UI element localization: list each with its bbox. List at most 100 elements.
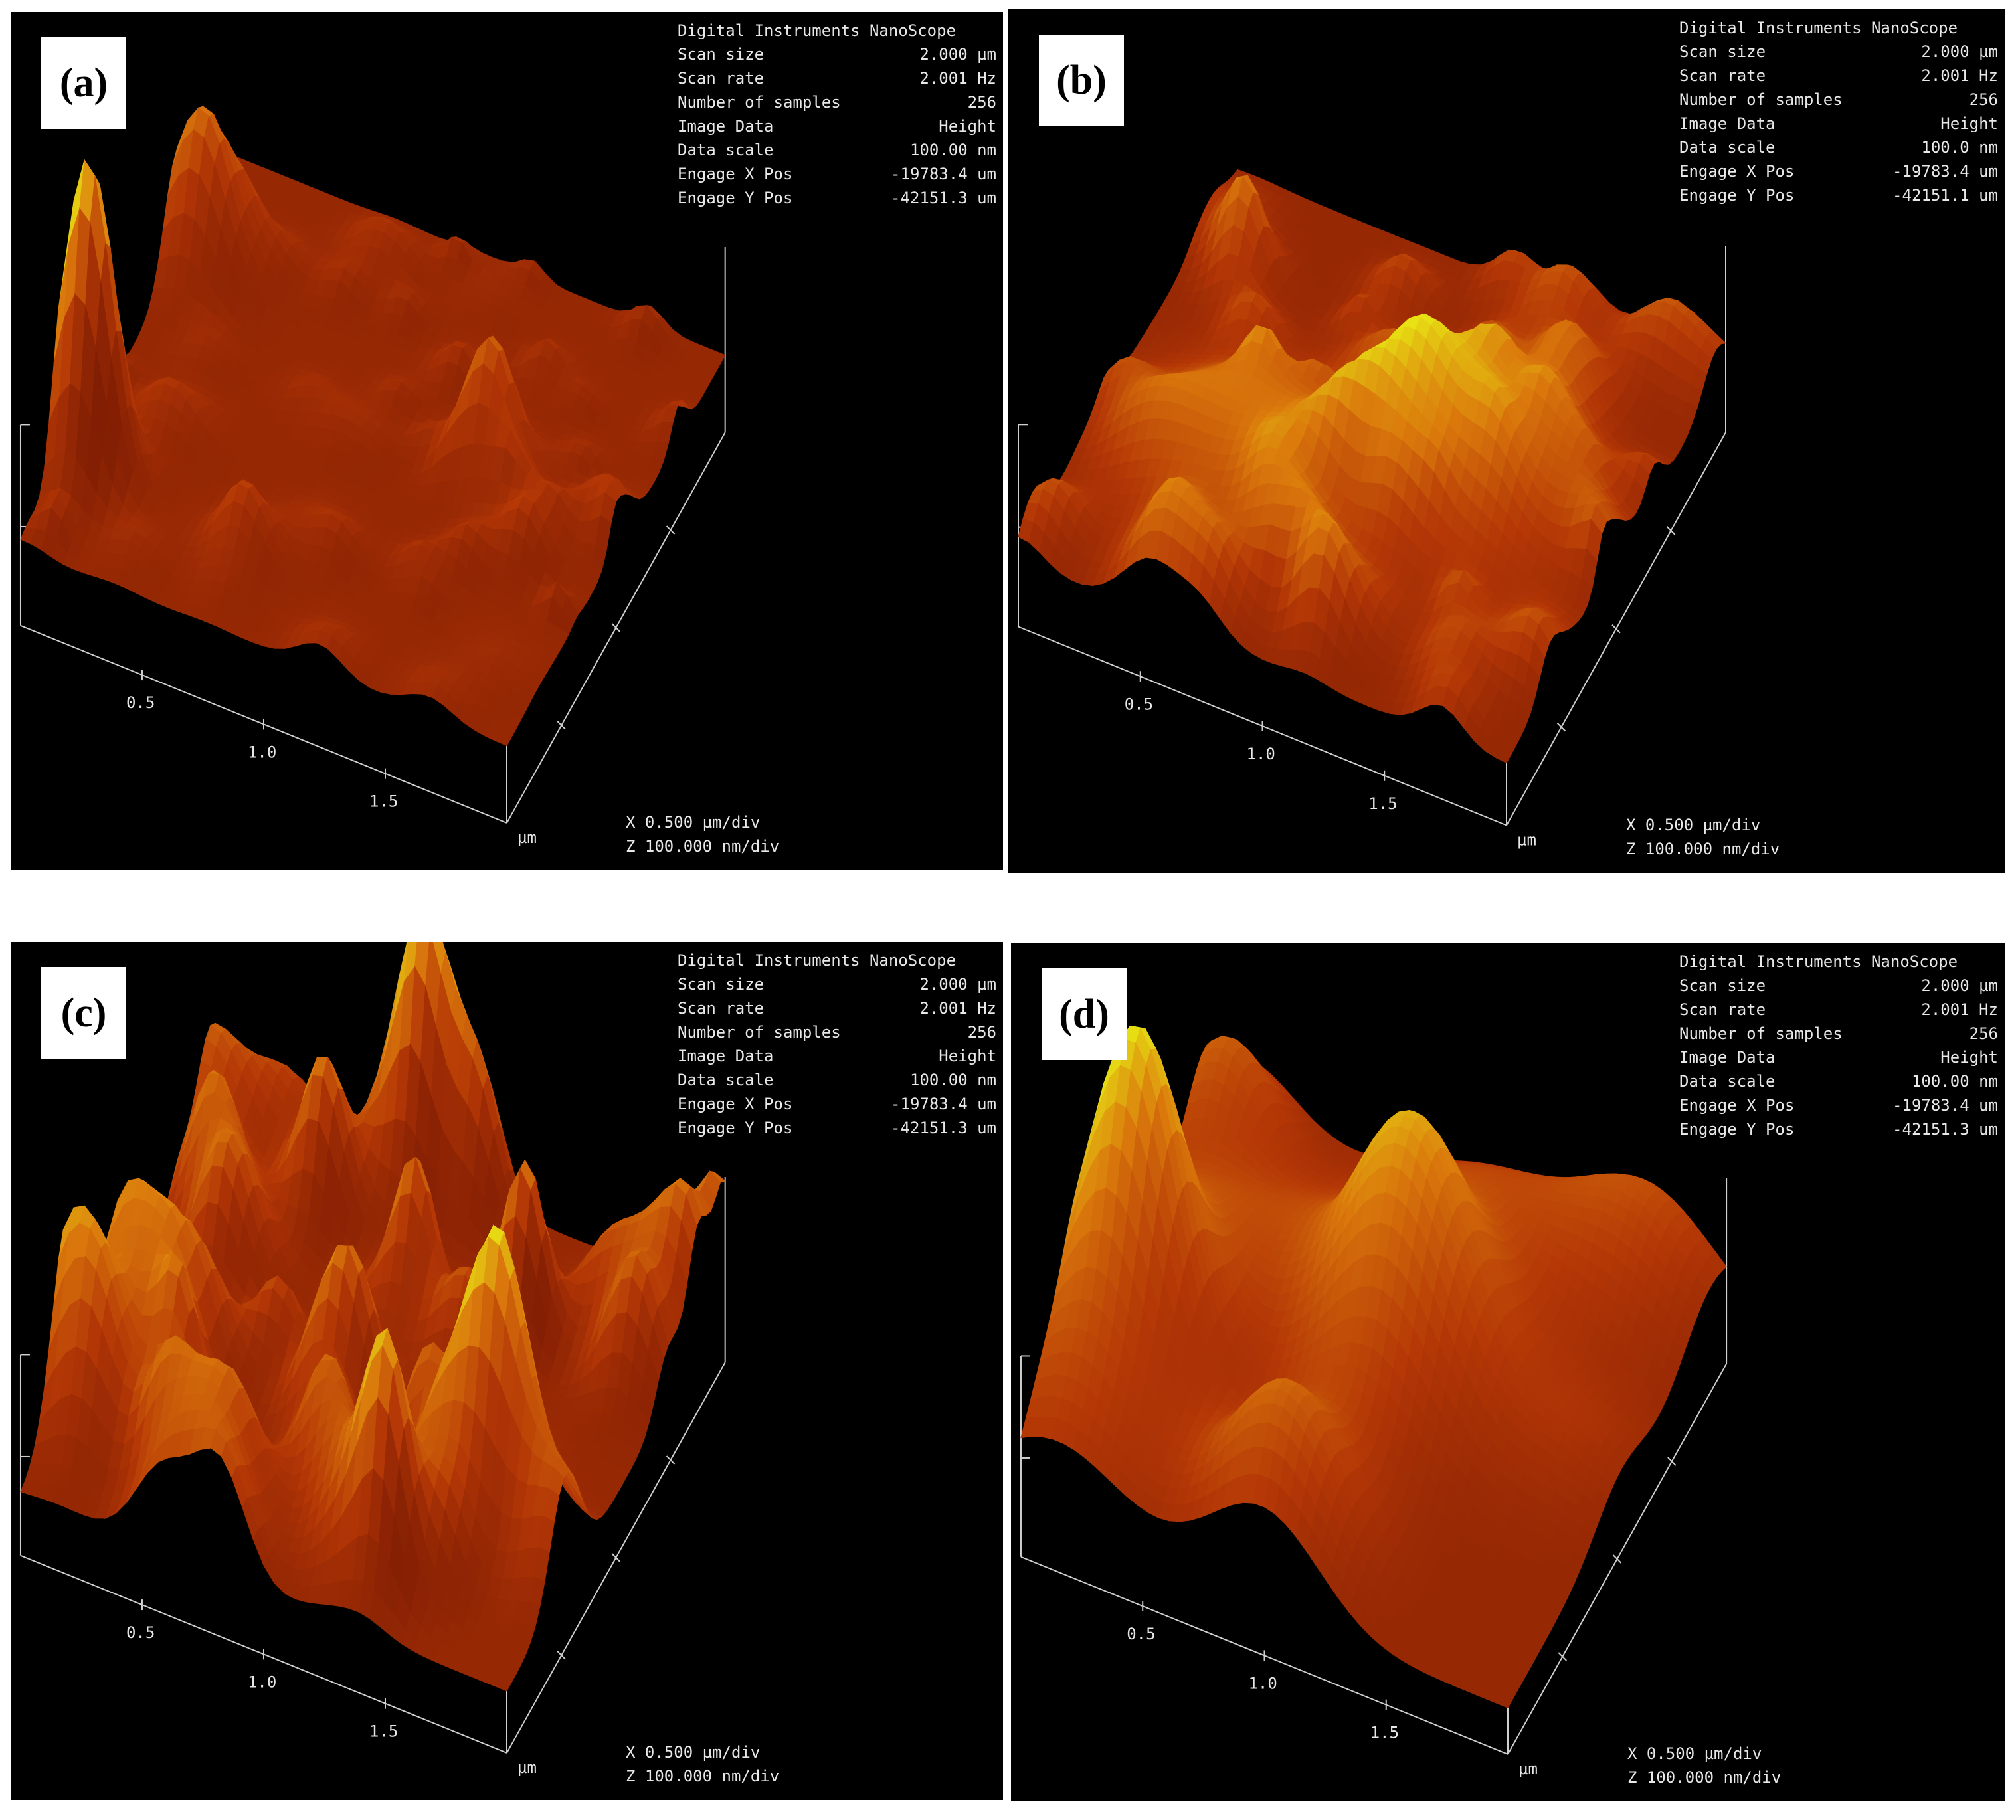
info-row: Number of samples 256 <box>1679 88 1998 112</box>
info-value: 100.00 nm <box>1911 1072 1998 1091</box>
axis-line <box>611 623 621 632</box>
info-key: Image Data <box>1679 1048 1776 1067</box>
axis-unit-label: µm <box>1517 831 1536 850</box>
afm-panel: 0.5 1.0 1.5 µm (b) Digital Instruments NanoSc… <box>1008 9 2005 873</box>
info-value: 256 <box>1969 1024 1998 1043</box>
info-key: Number of samples <box>1679 1024 1843 1043</box>
info-value: 256 <box>1969 90 1998 109</box>
info-value: 2.001 Hz <box>1921 66 1998 85</box>
z-scale: Z 100.000 nm/div <box>626 1767 780 1785</box>
info-row: Engage X Pos -19783.4 um <box>678 162 996 186</box>
info-row: Engage X Pos -19783.4 um <box>678 1092 996 1116</box>
x-scale: X 0.500 µm/div <box>1627 1744 1762 1763</box>
panel-label: (a) <box>41 37 126 129</box>
info-row: Image Data Height <box>1679 1046 1998 1069</box>
info-row: Engage X Pos -19783.4 um <box>1679 159 1998 183</box>
afm-panel: 0.5 1.0 1.5 µm (d) Digital Instruments NanoSc… <box>1011 943 2005 1801</box>
info-key: Number of samples <box>678 93 841 112</box>
x-tick-label: 0.5 <box>126 1623 155 1642</box>
info-row: Scan rate 2.001 Hz <box>678 996 996 1020</box>
info-key: Number of samples <box>678 1023 841 1042</box>
afm-3d-surface: 0.5 1.0 1.5 µm <box>1020 1026 1728 1778</box>
info-row: Engage X Pos -19783.4 um <box>1679 1093 1998 1117</box>
info-key: Image Data <box>678 1047 774 1065</box>
info-row: Scan size 2.000 µm <box>678 972 996 996</box>
x-tick-label: 1.5 <box>1368 794 1397 813</box>
info-row: Number of samples 256 <box>678 1020 996 1044</box>
info-row: Scan rate 2.001 Hz <box>1679 998 1998 1022</box>
axis-line <box>1556 722 1566 732</box>
info-value: 2.000 µm <box>1921 976 1998 995</box>
info-row: Scan size 2.000 µm <box>678 43 996 66</box>
axis-line <box>611 1553 621 1562</box>
info-key: Engage Y Pos <box>678 1119 793 1137</box>
axis-line <box>1667 1457 1677 1466</box>
info-row: Engage Y Pos -42151.3 um <box>1679 1117 1998 1141</box>
info-row: Engage Y Pos -42151.3 um <box>678 186 996 210</box>
info-row: Scan size 2.000 µm <box>1679 974 1998 998</box>
axis-line <box>1558 1652 1567 1661</box>
info-value: 2.001 Hz <box>919 999 996 1018</box>
info-value: -42151.3 um <box>891 189 996 207</box>
panel-label: (b) <box>1039 35 1124 126</box>
info-value: Height <box>939 117 996 136</box>
info-key: Engage X Pos <box>1679 1096 1795 1115</box>
instrument-title: Digital Instruments NanoScope <box>678 951 957 970</box>
info-key: Scan size <box>678 975 765 994</box>
info-key: Engage Y Pos <box>1679 1120 1795 1138</box>
x-tick-label: 0.5 <box>126 693 155 712</box>
info-value: -42151.1 um <box>1892 186 1998 205</box>
axis-line <box>557 721 566 730</box>
afm-panel: 0.5 1.0 1.5 µm (a) Digital Instruments NanoSc… <box>11 12 1003 870</box>
info-key: Scan size <box>1679 976 1766 995</box>
z-scale: Z 100.000 nm/div <box>1626 840 1780 858</box>
info-value: Height <box>939 1047 996 1065</box>
info-value: -42151.3 um <box>1892 1120 1998 1138</box>
instrument-info: Digital Instruments NanoScope Scan size 2.… <box>678 19 996 210</box>
instrument-info: Digital Instruments NanoScope Scan size 2.… <box>1679 950 1998 1141</box>
info-row: Data scale 100.00 nm <box>1679 1069 1998 1093</box>
info-value: 100.0 nm <box>1921 138 1998 157</box>
info-value: 2.000 µm <box>1921 43 1998 61</box>
afm-3d-surface: 0.5 1.0 1.5 µm <box>1018 169 1727 850</box>
instrument-title: Digital Instruments NanoScope <box>678 21 957 40</box>
info-key: Engage Y Pos <box>1679 186 1795 205</box>
info-row: Scan size 2.000 µm <box>1679 40 1998 64</box>
info-value: Height <box>1940 114 1998 133</box>
info-row: Image Data Height <box>678 114 996 138</box>
info-key: Scan rate <box>1679 66 1766 85</box>
afm-3d-surface: 0.5 1.0 1.5 µm <box>19 105 726 847</box>
info-value: 2.000 µm <box>919 45 996 64</box>
info-key: Number of samples <box>1679 90 1843 109</box>
instrument-info: Digital Instruments NanoScope Scan size 2.… <box>1679 16 1998 207</box>
info-key: Engage X Pos <box>678 1095 793 1113</box>
scale-legend: X 0.500 µm/div Z 100.000 nm/div <box>626 810 779 858</box>
info-value: 2.001 Hz <box>1921 1000 1998 1019</box>
info-row: Data scale 100.00 nm <box>678 138 996 162</box>
panel-label: (d) <box>1042 968 1127 1060</box>
info-row: Number of samples 256 <box>1679 1022 1998 1046</box>
info-row: Data scale 100.0 nm <box>1679 136 1998 159</box>
x-scale: X 0.500 µm/div <box>626 1743 761 1762</box>
x-tick-label: 1.0 <box>1247 745 1275 763</box>
axis-line <box>1611 624 1621 634</box>
info-key: Data scale <box>678 1071 774 1089</box>
info-value: -19783.4 um <box>1892 1096 1998 1115</box>
axis-line <box>1666 526 1676 535</box>
info-value: 2.000 µm <box>919 975 996 994</box>
info-value: 2.001 Hz <box>919 69 996 88</box>
axis-line <box>557 1651 566 1660</box>
axis-line <box>666 525 676 535</box>
panel-label: (c) <box>41 967 126 1059</box>
info-value: -19783.4 um <box>891 165 996 183</box>
z-scale: Z 100.000 nm/div <box>626 837 780 856</box>
info-row: Image Data Height <box>678 1044 996 1068</box>
x-tick-label: 1.0 <box>1248 1674 1277 1692</box>
info-value: 256 <box>967 93 996 112</box>
info-row: Image Data Height <box>1679 112 1998 136</box>
info-key: Image Data <box>678 117 774 136</box>
info-key: Data scale <box>678 141 774 159</box>
info-row: Engage Y Pos -42151.1 um <box>1679 183 1998 207</box>
info-value: -19783.4 um <box>1892 162 1998 181</box>
scale-legend: X 0.500 µm/div Z 100.000 nm/div <box>626 1740 779 1788</box>
